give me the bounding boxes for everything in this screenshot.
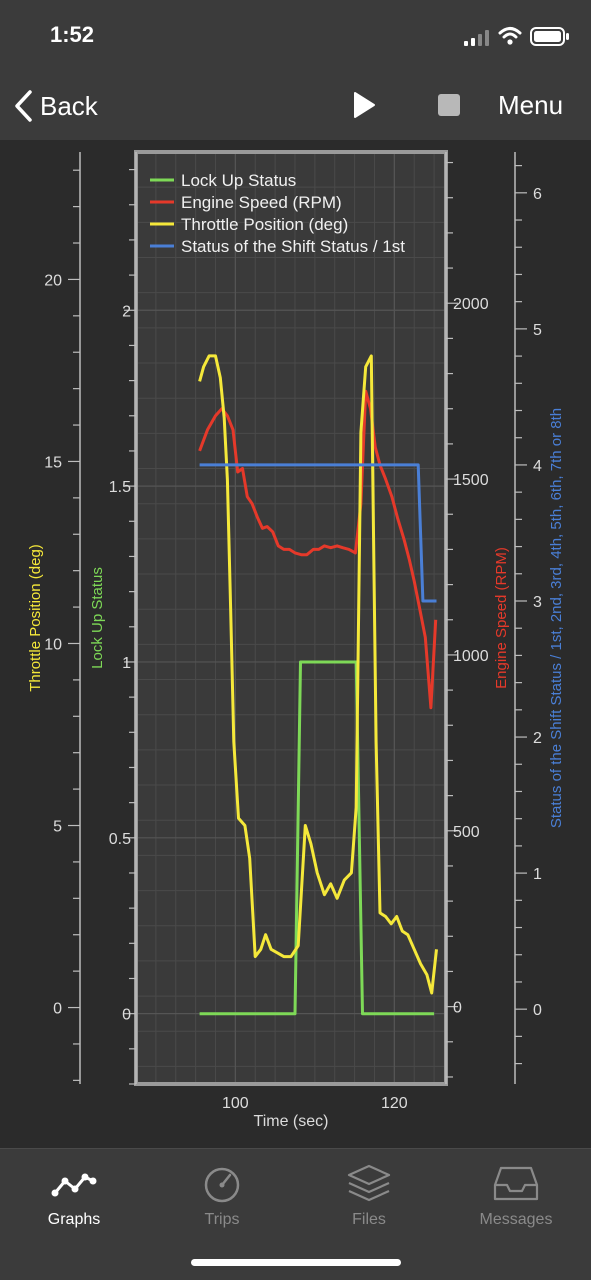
shift-status-axis-title: Status of the Shift Status / 1st, 2nd, 3…	[548, 408, 565, 828]
engine-speed-axis: 0 500 1000 1500 2000	[445, 152, 489, 1084]
axis-tick-label: 0	[122, 1007, 131, 1024]
axis-tick-label: 4	[533, 458, 542, 475]
axis-tick-label: 2	[122, 303, 131, 320]
axis-tick-label: 1	[122, 655, 131, 672]
tab-messages[interactable]: Messages	[451, 1163, 581, 1233]
wifi-icon	[498, 27, 522, 45]
tab-trips[interactable]: Trips	[157, 1163, 287, 1233]
home-indicator	[191, 1259, 401, 1266]
graphs-icon	[51, 1173, 97, 1197]
tab-graphs[interactable]: Graphs	[9, 1163, 139, 1233]
cellular-signal-icon	[464, 30, 489, 46]
axis-tick-label: 2000	[453, 296, 489, 313]
axis-tick-label: 1500	[453, 472, 489, 489]
x-axis-title: Time (sec)	[254, 1113, 329, 1130]
stop-button[interactable]	[438, 94, 460, 116]
tab-files[interactable]: Files	[304, 1163, 434, 1233]
axis-tick-label: 3	[533, 594, 542, 611]
x-tick-label: 120	[381, 1095, 408, 1112]
menu-button[interactable]: Menu	[498, 90, 564, 120]
x-tick-label: 100	[222, 1095, 249, 1112]
battery-icon	[530, 27, 569, 46]
multi-axis-line-chart[interactable]: 0510152000.511.5205001000150020000123456…	[0, 140, 591, 1148]
x-axis: 100 120 Time (sec)	[222, 1095, 408, 1130]
chevron-left-icon	[15, 90, 32, 122]
status-time: 1:52	[50, 22, 95, 47]
axis-tick-label: 1000	[453, 648, 489, 665]
axis-tick-label: 1.5	[109, 479, 131, 496]
shift-status-axis: 0 1 2 3 4 5 6	[514, 152, 542, 1084]
lock-up-axis: 0 0.5 1 1.5 2	[109, 152, 137, 1085]
legend-label: Status of the Shift Status / 1st	[181, 237, 405, 256]
axis-tick-label: 0.5	[109, 831, 131, 848]
lock-up-axis-title: Lock Up Status	[89, 567, 106, 669]
axis-tick-label: 15	[44, 454, 62, 471]
axis-tick-label: 0	[533, 1002, 542, 1019]
messages-icon	[493, 1166, 539, 1201]
engine-speed-axis-title: Engine Speed (RPM)	[493, 547, 510, 689]
legend-label: Engine Speed (RPM)	[181, 193, 342, 212]
tab-label: Files	[352, 1211, 386, 1228]
chart-area: 0 5 10 15 20 0 0.5 1 1.5 2 0 500 1000 1500 2000 0 1 2 3 4 5 6…	[0, 140, 591, 1148]
back-label: Back	[40, 90, 98, 121]
series-lines	[198, 354, 438, 1016]
tab-label: Graphs	[47, 1211, 101, 1228]
axis-tick-label: 6	[533, 186, 542, 203]
legend-label: Throttle Position (deg)	[181, 215, 348, 234]
axis-tick-label: 0	[53, 1001, 62, 1018]
throttle-axis: 0 5 10 15 20	[44, 152, 81, 1084]
tab-label: Messages	[479, 1211, 553, 1228]
files-icon	[347, 1164, 391, 1202]
axis-tick-label: 2	[533, 730, 542, 747]
axis-tick-label: 500	[453, 824, 480, 841]
navigation-bar: Back Menu	[0, 72, 591, 140]
axis-tick-label: 5	[53, 819, 62, 836]
plot-background	[136, 152, 446, 1084]
tab-bar: Graphs Trips Files Messages	[0, 1148, 591, 1280]
series-line-shift-status	[199, 463, 437, 603]
legend-label: Lock Up Status	[181, 171, 296, 190]
back-button[interactable]: Back	[12, 86, 98, 126]
tab-label: Trips	[204, 1211, 240, 1228]
axis-tick-label: 10	[44, 636, 62, 653]
series-line-lock-up	[199, 660, 435, 1016]
play-icon[interactable]	[351, 91, 377, 119]
axis-tick-label: 20	[44, 272, 62, 289]
trips-icon	[204, 1167, 240, 1203]
axis-tick-label: 1	[533, 866, 542, 883]
axis-tick-label: 5	[533, 322, 542, 339]
throttle-axis-title: Throttle Position (deg)	[27, 544, 44, 692]
series-line-engine-speed	[198, 389, 438, 710]
chart-legend: Lock Up Status Engine Speed (RPM) Throttle…	[150, 171, 405, 256]
status-bar: 1:52	[0, 0, 591, 72]
series-line-throttle	[198, 354, 438, 995]
axis-tick-label: 0	[453, 1000, 462, 1017]
